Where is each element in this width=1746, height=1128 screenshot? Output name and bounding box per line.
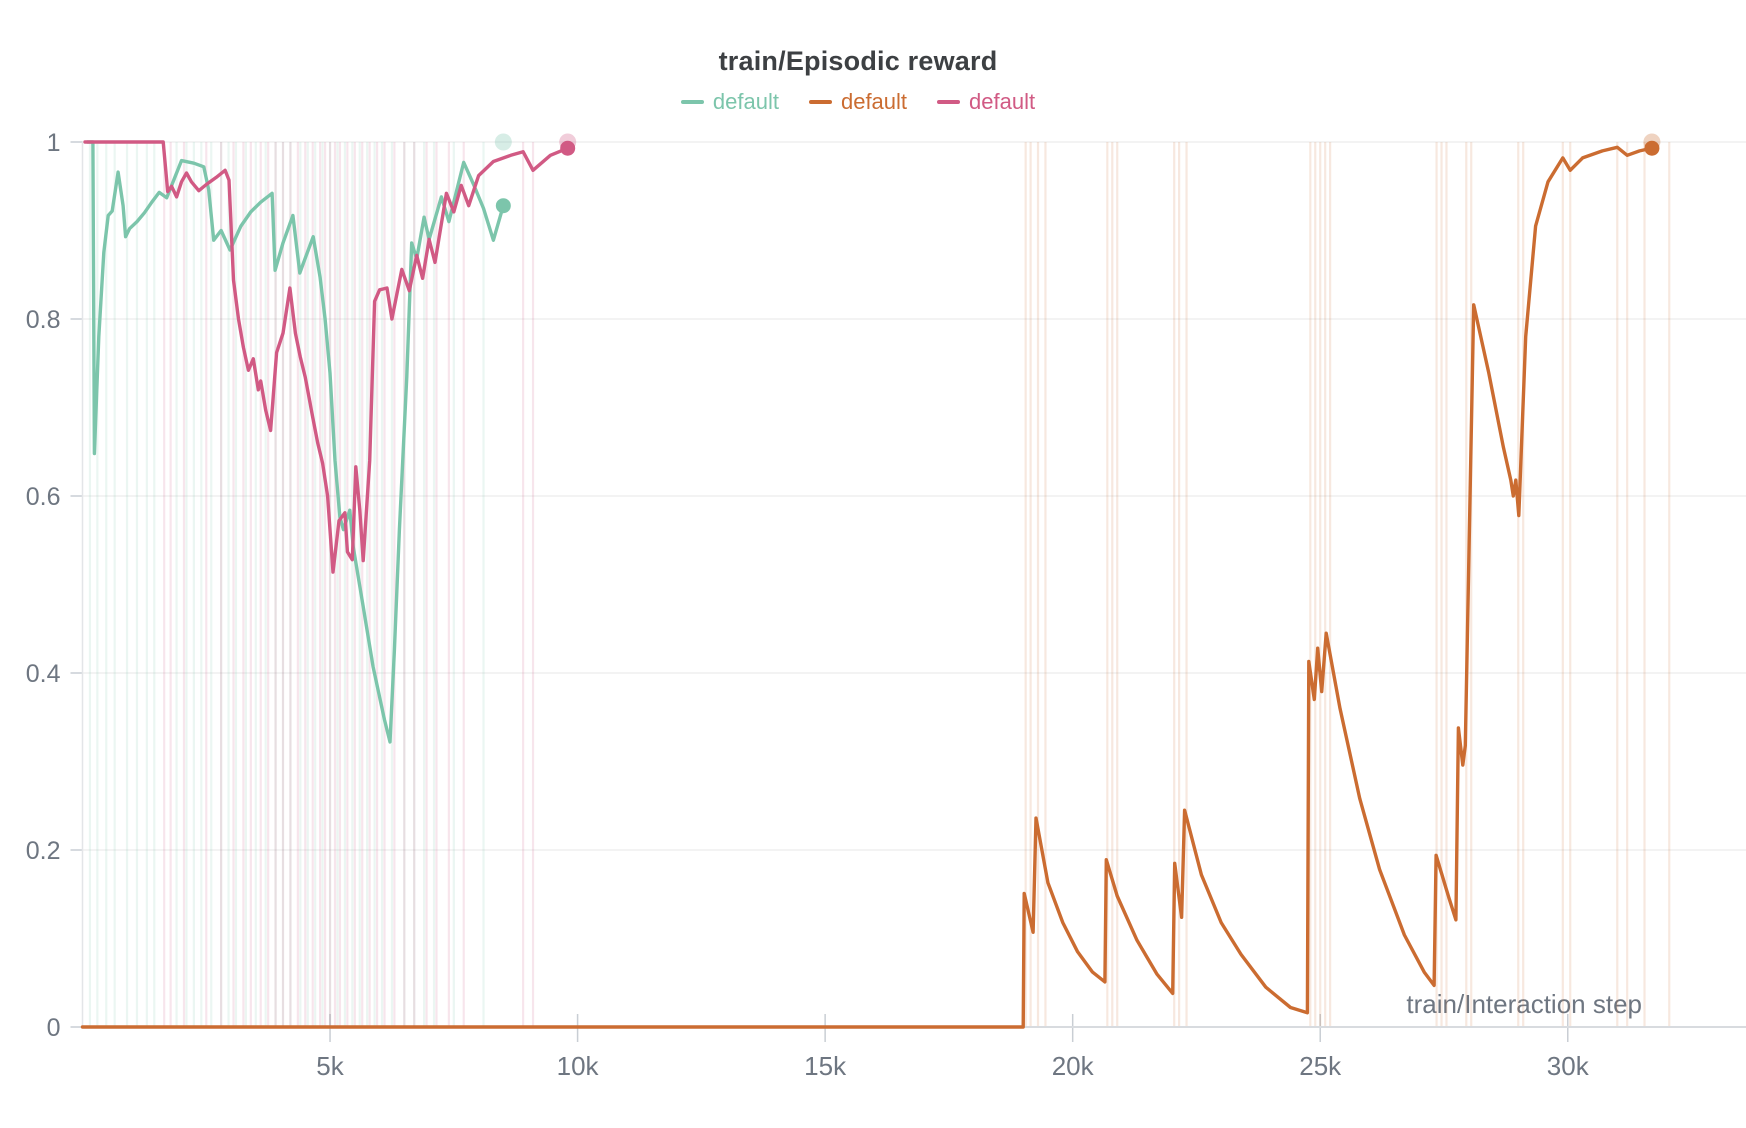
x-axis-title: train/Interaction step	[1406, 989, 1642, 1019]
y-tick-label: 0.6	[26, 483, 61, 511]
chart-legend: default default default	[0, 89, 1716, 115]
y-tick-label: 0	[47, 1014, 61, 1042]
legend-dash-icon	[680, 100, 704, 104]
y-tick-label: 1	[47, 129, 61, 157]
x-tick-label: 10k	[557, 1051, 600, 1081]
x-tick-label: 5k	[316, 1051, 344, 1081]
x-tick-label: 30k	[1547, 1051, 1590, 1081]
series-line-default-2	[83, 140, 570, 574]
y-tick-label: 0.2	[26, 837, 61, 865]
y-tick-label: 0.4	[26, 660, 61, 688]
series-end-dot-default-2	[560, 140, 576, 156]
legend-item-default-1[interactable]: default	[808, 89, 908, 115]
series-line-default-1	[80, 145, 1654, 1029]
chart-title: train/Episodic reward	[718, 46, 998, 76]
x-tick-label: 25k	[1299, 1051, 1342, 1081]
legend-label: default	[712, 89, 779, 114]
chart-header: train/Episodic reward default default defa…	[0, 0, 1716, 115]
legend-label: default	[969, 89, 1036, 114]
x-tick-label: 20k	[1052, 1051, 1095, 1081]
legend-item-default-0[interactable]: default	[680, 89, 779, 115]
legend-dash-icon	[937, 100, 961, 104]
raw-final-dot-default-0	[494, 133, 512, 151]
y-tick-label: 0.8	[26, 306, 61, 334]
series-end-dot-default-1	[1644, 140, 1660, 156]
legend-label: default	[840, 89, 908, 114]
legend-dash-icon	[808, 100, 832, 104]
x-tick-label: 15k	[804, 1051, 847, 1081]
series-end-dot-default-0	[495, 198, 511, 214]
legend-item-default-2[interactable]: default	[937, 89, 1035, 115]
series-line-default-0	[85, 140, 505, 744]
